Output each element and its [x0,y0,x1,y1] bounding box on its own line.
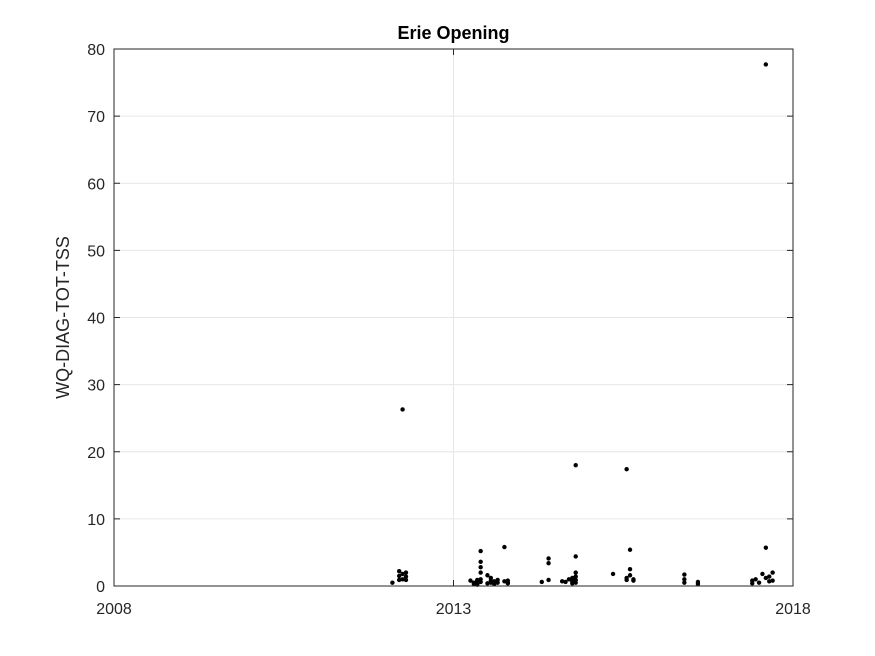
data-point [539,579,544,585]
data-point [627,567,633,572]
data-point [505,580,511,585]
data-point [478,570,483,575]
data-point [627,573,633,578]
data-point [573,580,578,585]
y-tick-label: 10 [87,512,105,529]
y-tick-labels: 0 10 20 30 40 50 60 70 80 [87,42,105,596]
data-point [492,581,497,587]
data-point [396,573,402,579]
y-tick-label: 80 [87,42,105,59]
data-point [770,578,775,583]
data-point [546,560,551,566]
data-point [763,575,769,581]
data-point [403,570,409,575]
data-point [756,580,762,585]
data-point [763,545,769,550]
data-point [570,579,575,585]
data-points [390,62,775,587]
data-point [610,571,616,577]
data-point [624,577,629,583]
data-point [682,577,687,582]
data-point [559,579,565,584]
y-tick-label: 30 [87,378,105,395]
grid-lines [114,49,793,586]
data-point [563,579,568,585]
data-point [468,578,473,583]
y-tick-label: 20 [87,445,105,462]
data-point [478,565,483,570]
data-point [627,547,633,552]
data-point [631,578,636,583]
y-tick-label: 40 [87,311,105,328]
chart-title: Erie Opening [397,23,509,43]
data-point [682,572,687,577]
y-axis-label: WQ-DIAG-TOT-TSS [53,236,73,399]
data-point [763,62,769,67]
data-point [750,581,755,586]
tick-marks [113,48,794,587]
y-tick-label: 50 [87,243,105,260]
data-point [573,462,578,468]
data-point [566,577,572,582]
data-point [400,577,405,582]
data-point [485,573,490,578]
y-tick-label: 70 [87,109,105,126]
data-point [485,581,490,586]
data-point [570,575,575,581]
data-point [471,580,477,585]
data-point [400,571,405,577]
data-point [495,580,500,585]
data-point [546,556,551,561]
data-point [390,580,395,585]
data-point [403,574,409,579]
data-point [695,581,701,587]
data-point [478,548,483,554]
data-point [573,570,578,575]
data-point [403,577,409,583]
data-point [767,579,772,584]
data-point [682,580,687,585]
data-point [400,407,405,412]
x-tick-label: 2013 [436,601,472,618]
data-point [767,574,772,579]
y-tick-label: 60 [87,176,105,193]
data-point [488,580,494,585]
x-tick-label: 2018 [775,601,811,618]
data-point [478,579,483,585]
data-point [475,577,480,583]
data-point [502,544,507,550]
y-tick-label: 0 [96,579,105,596]
data-point [478,559,483,565]
data-point [396,577,402,583]
data-point [573,554,578,559]
data-point [502,579,507,584]
data-point [546,577,551,583]
data-point [753,577,758,582]
data-point [624,467,629,472]
data-point [396,569,402,574]
data-point [760,571,765,577]
data-point [770,570,775,575]
x-tick-labels: 2008 2013 2018 [96,601,811,618]
x-tick-label: 2008 [96,601,132,618]
data-point [573,574,578,579]
